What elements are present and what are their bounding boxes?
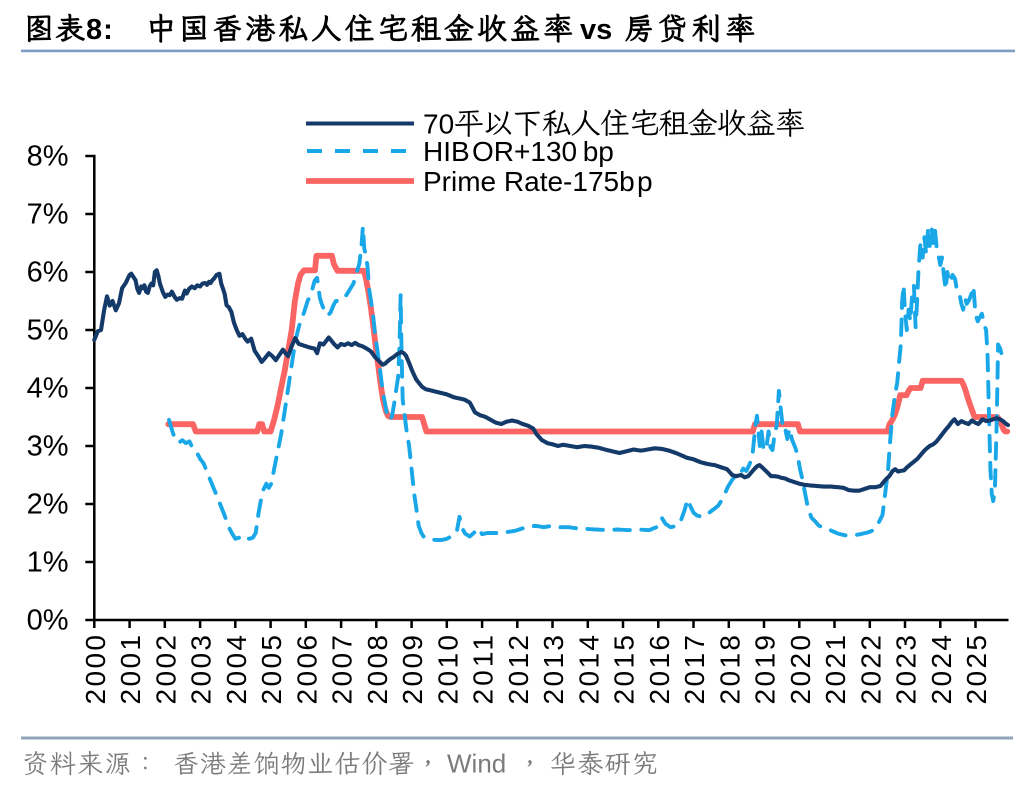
svg-text:8:: 8: (86, 14, 114, 46)
svg-text:3%: 3% (27, 430, 69, 462)
svg-text:70: 70 (423, 109, 454, 140)
svg-text:7%: 7% (27, 198, 69, 230)
svg-text:0%: 0% (27, 604, 69, 636)
svg-text:5%: 5% (27, 314, 69, 346)
svg-text:HIB OR+130 bp: HIB OR+130 bp (423, 136, 614, 167)
svg-text:Wind: Wind (447, 749, 506, 779)
svg-text:Prime Rate-175b p: Prime Rate-175b p (423, 166, 653, 197)
svg-text:6%: 6% (27, 256, 69, 288)
svg-text:2%: 2% (27, 488, 69, 520)
svg-text:vs: vs (580, 14, 612, 46)
svg-text:1%: 1% (27, 546, 69, 578)
svg-text:8%: 8% (27, 140, 69, 172)
svg-text:4%: 4% (27, 372, 69, 404)
